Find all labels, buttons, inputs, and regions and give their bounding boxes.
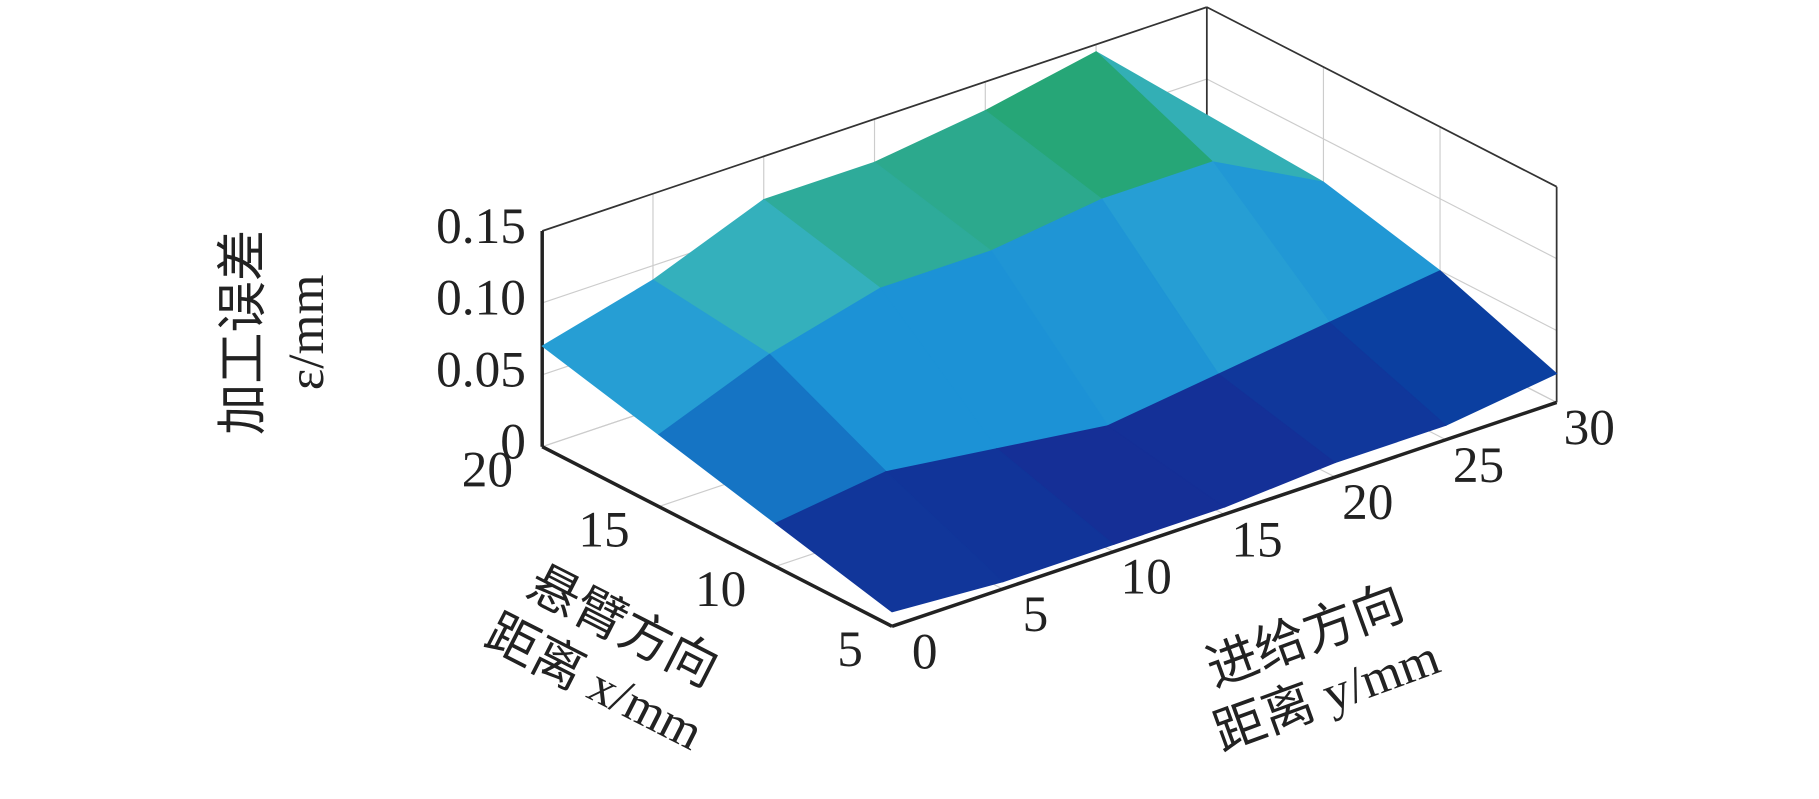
z-axis-title: 加工误差 ε/mm [215, 230, 335, 435]
x-axis [541, 445, 893, 628]
x-tick-label: 5 [837, 621, 863, 678]
surface [541, 51, 1558, 613]
x-tick-label: 15 [578, 501, 629, 558]
surface-patch [774, 471, 1004, 613]
y-tick-label: 20 [1342, 474, 1393, 531]
z-tick-label: 0.05 [436, 342, 526, 399]
z-tick-label: 0.15 [436, 198, 526, 255]
z-axis-title-line: 加工误差 [215, 230, 272, 435]
z-axis-title-line: ε/mm [278, 275, 335, 391]
y-axis [891, 400, 1558, 628]
wall-grid-line [1206, 78, 1557, 260]
y-tick-label: 30 [1564, 399, 1615, 456]
z-tick-label: 0 [500, 413, 526, 470]
y-tick-label: 25 [1453, 437, 1504, 494]
z-tick-label: 0.10 [436, 270, 526, 327]
y-tick-label: 15 [1231, 511, 1282, 568]
x-tick-label: 10 [695, 561, 746, 618]
x-tick-label: 20 [462, 441, 513, 498]
box-edge [541, 6, 1208, 232]
box-edge [1206, 6, 1558, 188]
y-tick-label: 5 [1023, 586, 1049, 643]
y-tick-label: 10 [1121, 549, 1172, 606]
y-tick-label: 0 [912, 623, 938, 680]
